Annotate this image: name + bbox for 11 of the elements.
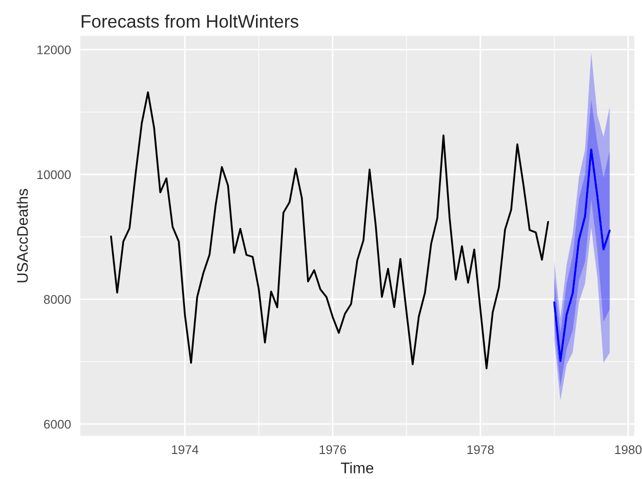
x-tick-label: 1978 <box>467 445 494 454</box>
y-tick-label: 6000 <box>44 420 71 429</box>
y-axis-title: USAccDeaths <box>16 188 28 282</box>
x-tick-label: 1974 <box>172 445 198 454</box>
y-tick-label: 8000 <box>44 295 71 304</box>
chart-title: Forecasts from HoltWinters <box>82 14 298 28</box>
y-tick-label: 10000 <box>37 170 71 180</box>
x-tick-label: 1980 <box>615 445 642 454</box>
y-tick-label: 12000 <box>37 45 71 54</box>
x-tick-label: 1976 <box>320 445 346 454</box>
x-axis-title: Time <box>340 462 374 474</box>
